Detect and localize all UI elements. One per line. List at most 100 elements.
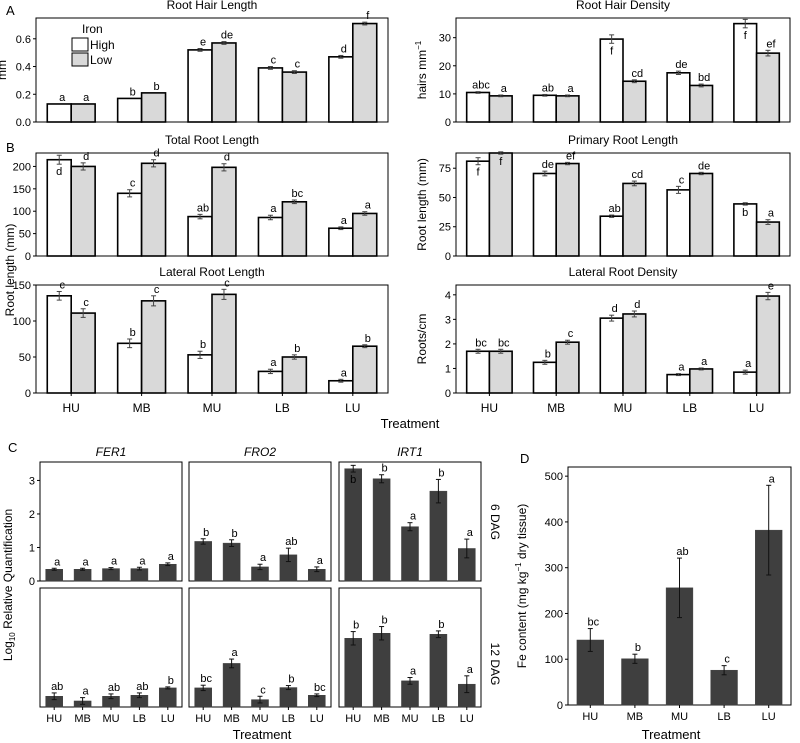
data-label: b bbox=[288, 674, 294, 686]
data-label: d bbox=[83, 151, 89, 163]
panel-letter-d: D bbox=[520, 451, 529, 466]
bar-HU-Low bbox=[70, 165, 96, 257]
x-tick-label: MB bbox=[373, 713, 390, 725]
y-axis-label: Fe content (mg kg−1 dry tissue) bbox=[514, 504, 529, 669]
data-label: f bbox=[744, 30, 748, 42]
legend-label-high: High bbox=[90, 38, 115, 52]
y-axis-label-c: Log10 Relative Quantification bbox=[1, 509, 17, 661]
bar-HU-12-DAG bbox=[344, 638, 362, 708]
x-tick-label: LB bbox=[432, 713, 445, 725]
data-label: a bbox=[83, 686, 90, 698]
panel-letter-a: A bbox=[6, 3, 15, 18]
y-tick-label: 100 bbox=[13, 206, 31, 218]
chart-fer1-6dag: FER1 0 1 2 3 a a a a a bbox=[29, 445, 183, 588]
data-label: c bbox=[295, 59, 301, 71]
data-label: bd bbox=[698, 72, 710, 84]
data-label: b bbox=[294, 343, 300, 355]
bar-HU-Low bbox=[70, 312, 96, 394]
legend-swatch-high bbox=[71, 37, 89, 52]
bar-MU-Low bbox=[622, 313, 647, 394]
data-label: a bbox=[83, 92, 90, 104]
data-label: c bbox=[679, 174, 685, 186]
bar-HU-High bbox=[46, 103, 73, 123]
data-label: a bbox=[467, 527, 474, 539]
data-label: d bbox=[612, 303, 618, 315]
data-label: c bbox=[154, 284, 160, 296]
data-label: b bbox=[350, 474, 356, 486]
panel-letter-c: C bbox=[8, 440, 17, 455]
x-tick-label: MU bbox=[203, 401, 222, 415]
x-tick-label: HU bbox=[481, 401, 498, 415]
data-label: c bbox=[568, 328, 574, 340]
bar-LB-Low bbox=[688, 368, 714, 394]
x-axis-label-b: Treatment bbox=[381, 416, 440, 431]
bar-MB-High bbox=[532, 94, 557, 123]
legend-swatch-low bbox=[71, 52, 89, 67]
data-label: d bbox=[634, 299, 640, 311]
bar-MU-Low bbox=[622, 182, 647, 257]
x-tick-label: MB bbox=[74, 713, 91, 725]
chart-total-root-length: Total Root Length 0 50 100 150 200 d d c d ab d a bc a… bbox=[13, 133, 389, 263]
data-label: a bbox=[83, 556, 90, 568]
y-tick-label: 0 bbox=[557, 700, 563, 712]
bar-MB-12-DAG bbox=[222, 663, 241, 708]
bar-MB-High bbox=[116, 97, 143, 123]
y-axis-label: mm bbox=[0, 60, 9, 80]
data-label: a bbox=[270, 357, 277, 369]
chart-irt1-6dag: IRT1 b b a b a bbox=[338, 445, 482, 582]
bar-LU-High bbox=[733, 371, 758, 394]
chart-primary-root-length: Primary Root Length 0 25 50 75 Root length (m… bbox=[415, 133, 791, 263]
data-label: a bbox=[260, 552, 267, 564]
bar-HU-High bbox=[465, 350, 491, 394]
x-axis-label-c: Treatment bbox=[233, 727, 292, 742]
data-label: d bbox=[341, 43, 347, 55]
data-label: a bbox=[701, 356, 708, 368]
data-label: a bbox=[769, 473, 776, 485]
data-label: b bbox=[203, 527, 209, 539]
y-tick-label: 2 bbox=[445, 339, 451, 351]
data-label: a bbox=[111, 556, 118, 568]
bar-LB-Low bbox=[281, 71, 308, 123]
y-tick-label: 3 bbox=[445, 314, 451, 326]
bar-LB-High bbox=[257, 67, 284, 123]
legend-title: Iron bbox=[82, 22, 103, 36]
data-label: b bbox=[742, 207, 748, 219]
data-label: a bbox=[168, 551, 175, 563]
data-label: c bbox=[271, 55, 277, 67]
y-tick-label: 300 bbox=[545, 563, 563, 575]
chart-fro2-6dag: FRO2 b b a ab a bbox=[188, 445, 332, 582]
bar-LU-Low bbox=[351, 345, 378, 394]
bar-MU-6-DAG bbox=[401, 526, 419, 582]
y-tick-label: 2 bbox=[29, 509, 35, 521]
x-tick-label: LB bbox=[282, 713, 295, 725]
x-tick-label: LB bbox=[133, 713, 146, 725]
bar-LU-Low bbox=[351, 22, 378, 123]
y-tick-label: 0.6 bbox=[16, 34, 31, 46]
bar-MU-High bbox=[187, 215, 213, 257]
x-tick-label: MB bbox=[133, 401, 151, 415]
data-label: c bbox=[130, 178, 136, 190]
y-tick-label: 50 bbox=[19, 352, 31, 364]
y-tick-label: 3 bbox=[29, 475, 35, 487]
data-label: b bbox=[382, 463, 388, 475]
bar-LU-Low bbox=[755, 295, 781, 394]
legend-label-low: Low bbox=[90, 53, 112, 67]
bar-MB-Low bbox=[555, 162, 580, 257]
bar-MB-6-DAG bbox=[372, 478, 391, 582]
y-tick-label: 150 bbox=[13, 280, 31, 292]
x-tick-label: MU bbox=[251, 713, 268, 725]
y-tick-label: 1 bbox=[29, 542, 35, 554]
y-axis-label: Roots/cm bbox=[415, 314, 429, 365]
data-label: b bbox=[635, 642, 641, 654]
chart-root-hair-length: Root Hair Length 0.0 0.2 0.4 0.6 mm a a b b e de c c d… bbox=[0, 0, 389, 129]
y-tick-label: 50 bbox=[19, 229, 31, 241]
data-label: a bbox=[341, 367, 348, 379]
bar-MU-Low bbox=[211, 166, 237, 257]
x-tick-label: MU bbox=[671, 711, 688, 723]
x-tick-label: HU bbox=[345, 713, 361, 725]
y-tick-label: 25 bbox=[439, 222, 451, 234]
bar-MB-Low bbox=[140, 92, 167, 123]
y-tick-label: 0 bbox=[25, 251, 31, 263]
data-label: b bbox=[382, 615, 388, 627]
